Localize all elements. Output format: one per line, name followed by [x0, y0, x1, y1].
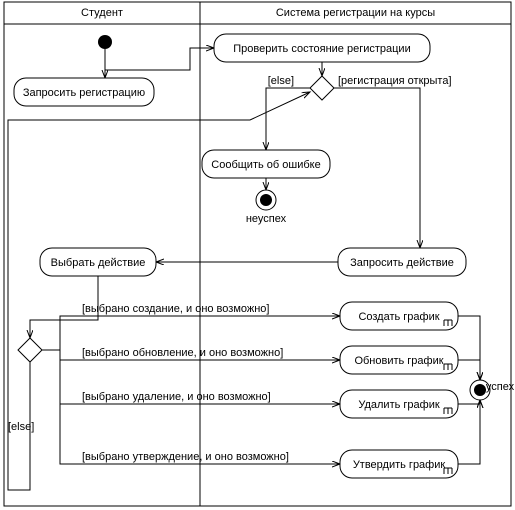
- e-dec2-approve: [42, 350, 340, 464]
- guard-gDelete: [выбрано удаление, и оно возможно]: [82, 391, 271, 403]
- guard-else2: [else]: [8, 421, 34, 433]
- e-approve-ok: [458, 400, 480, 464]
- guard-gCreate: [выбрано создание, и оно возможно]: [82, 303, 269, 315]
- activity-label-createSched: Создать график: [358, 311, 439, 323]
- guard-gApprove: [выбрано утверждение, и оно возможно]: [82, 451, 289, 463]
- activity-label-deleteSched: Удалить график: [358, 399, 439, 411]
- e-update-ok: [458, 360, 480, 380]
- e-delete-ok: [458, 400, 480, 404]
- initial-node: [98, 35, 112, 49]
- e-create-ok: [458, 316, 480, 380]
- activity-label-approveSched: Утвердить график: [353, 459, 446, 471]
- guard-regOpen: [регистрация открыта]: [338, 75, 452, 87]
- activity-label-reqAction: Запросить действие: [350, 257, 454, 269]
- decision-node: [18, 338, 42, 362]
- decision-node: [310, 76, 334, 100]
- swimlane-right-title: Система регистрации на курсы: [276, 7, 435, 19]
- e-dec1-err: [266, 88, 310, 150]
- activity-label-checkState: Проверить состояние регистрации: [233, 43, 410, 55]
- final-node-dot: [474, 384, 486, 396]
- label-failLabel: неуспех: [246, 213, 287, 225]
- guard-else1: [else]: [268, 75, 294, 87]
- swimlane-left-title: Студент: [81, 7, 123, 19]
- activity-label-errMsg: Сообщить об ошибке: [211, 159, 320, 171]
- activity-label-updateSched: Обновить график: [354, 355, 443, 367]
- guard-gUpdate: [выбрано обновление, и оно возможно]: [82, 347, 283, 359]
- label-successLabel: успех: [486, 381, 515, 393]
- e-dec2-create: [42, 316, 340, 350]
- activity-label-chooseAction: Выбрать действие: [51, 257, 146, 269]
- final-node-dot: [260, 194, 272, 206]
- activity-label-requestReg: Запросить регистрацию: [23, 87, 145, 99]
- e-dec1-open: [334, 88, 420, 248]
- e-req-check: [105, 48, 214, 78]
